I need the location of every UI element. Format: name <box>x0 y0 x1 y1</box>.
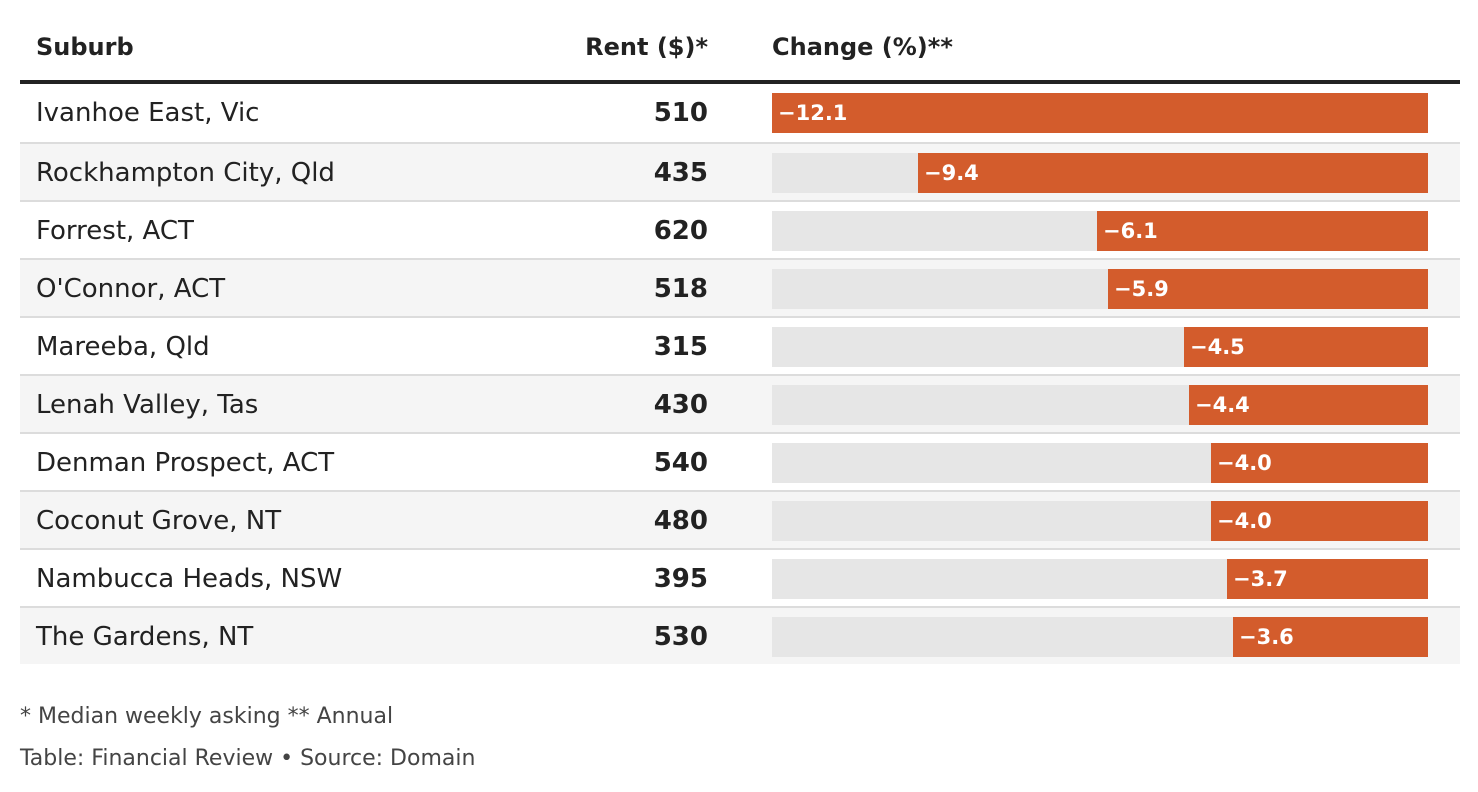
table-row: Coconut Grove, NT 480 −4.0 <box>20 490 1460 548</box>
suburb-cell: Denman Prospect, ACT <box>36 448 335 478</box>
table-row: Forrest, ACT 620 −6.1 <box>20 200 1460 258</box>
suburb-cell: Lenah Valley, Tas <box>36 390 259 420</box>
change-bar: −9.4 <box>918 153 1428 193</box>
change-value-label: −12.1 <box>778 101 848 125</box>
rent-cell: 480 <box>653 506 708 536</box>
change-bar-track: −9.4 <box>772 153 1428 193</box>
change-bar-track: −12.1 <box>772 93 1428 133</box>
suburb-cell: Mareeba, Qld <box>36 332 210 362</box>
suburb-cell: Coconut Grove, NT <box>36 506 282 536</box>
table-row: The Gardens, NT 530 −3.6 <box>20 606 1460 664</box>
change-bar: −12.1 <box>772 93 1428 133</box>
suburb-cell: Nambucca Heads, NSW <box>36 564 343 594</box>
change-value-label: −3.7 <box>1233 567 1288 591</box>
change-bar: −4.0 <box>1211 443 1428 483</box>
table-header: Suburb Rent ($)* Change (%)** <box>20 0 1460 84</box>
change-value-label: −5.9 <box>1114 277 1169 301</box>
change-value-label: −4.5 <box>1190 335 1245 359</box>
suburb-cell: Rockhampton City, Qld <box>36 158 335 188</box>
change-bar-track: −3.6 <box>772 617 1428 657</box>
change-bar-track: −4.0 <box>772 443 1428 483</box>
rent-cell: 315 <box>653 332 708 362</box>
change-bar-track: −6.1 <box>772 211 1428 251</box>
change-bar: −6.1 <box>1097 211 1428 251</box>
rent-cell: 540 <box>653 448 708 478</box>
change-bar-track: −3.7 <box>772 559 1428 599</box>
change-bar: −4.4 <box>1189 385 1428 425</box>
source-credit: Table: Financial Review • Source: Domain <box>20 746 476 771</box>
change-bar: −3.6 <box>1233 617 1428 657</box>
change-value-label: −4.0 <box>1217 451 1272 475</box>
table-body: Ivanhoe East, Vic 510 −12.1 Rockhampton Cit… <box>20 84 1460 664</box>
rent-cell: 518 <box>653 274 708 304</box>
change-value-label: −6.1 <box>1103 219 1158 243</box>
rent-cell: 530 <box>653 622 708 652</box>
change-bar-track: −4.5 <box>772 327 1428 367</box>
table-row: Ivanhoe East, Vic 510 −12.1 <box>20 84 1460 142</box>
table-row: O'Connor, ACT 518 −5.9 <box>20 258 1460 316</box>
suburb-cell: Ivanhoe East, Vic <box>36 98 260 128</box>
table-row: Denman Prospect, ACT 540 −4.0 <box>20 432 1460 490</box>
rent-cell: 430 <box>653 390 708 420</box>
change-bar: −4.5 <box>1184 327 1428 367</box>
change-bar: −4.0 <box>1211 501 1428 541</box>
table-row: Mareeba, Qld 315 −4.5 <box>20 316 1460 374</box>
rent-cell: 510 <box>653 98 708 128</box>
suburb-cell: Forrest, ACT <box>36 216 194 246</box>
rent-cell: 435 <box>653 158 708 188</box>
header-rent: Rent ($)* <box>585 33 708 61</box>
change-bar: −3.7 <box>1227 559 1428 599</box>
suburb-cell: The Gardens, NT <box>36 622 254 652</box>
table-row: Lenah Valley, Tas 430 −4.4 <box>20 374 1460 432</box>
header-suburb: Suburb <box>36 33 134 61</box>
suburb-cell: O'Connor, ACT <box>36 274 226 304</box>
table-row: Rockhampton City, Qld 435 −9.4 <box>20 142 1460 200</box>
change-value-label: −4.4 <box>1195 393 1250 417</box>
change-value-label: −9.4 <box>924 161 979 185</box>
rent-cell: 620 <box>653 216 708 246</box>
table-row: Nambucca Heads, NSW 395 −3.7 <box>20 548 1460 606</box>
footnote: * Median weekly asking ** Annual <box>20 704 394 729</box>
change-value-label: −3.6 <box>1239 625 1294 649</box>
change-value-label: −4.0 <box>1217 509 1272 533</box>
change-bar-track: −4.4 <box>772 385 1428 425</box>
change-bar: −5.9 <box>1108 269 1428 309</box>
change-bar-track: −5.9 <box>772 269 1428 309</box>
rent-change-table: Suburb Rent ($)* Change (%)** Ivanhoe Ea… <box>20 0 1460 664</box>
header-change: Change (%)** <box>772 33 953 61</box>
change-bar-track: −4.0 <box>772 501 1428 541</box>
rent-cell: 395 <box>653 564 708 594</box>
